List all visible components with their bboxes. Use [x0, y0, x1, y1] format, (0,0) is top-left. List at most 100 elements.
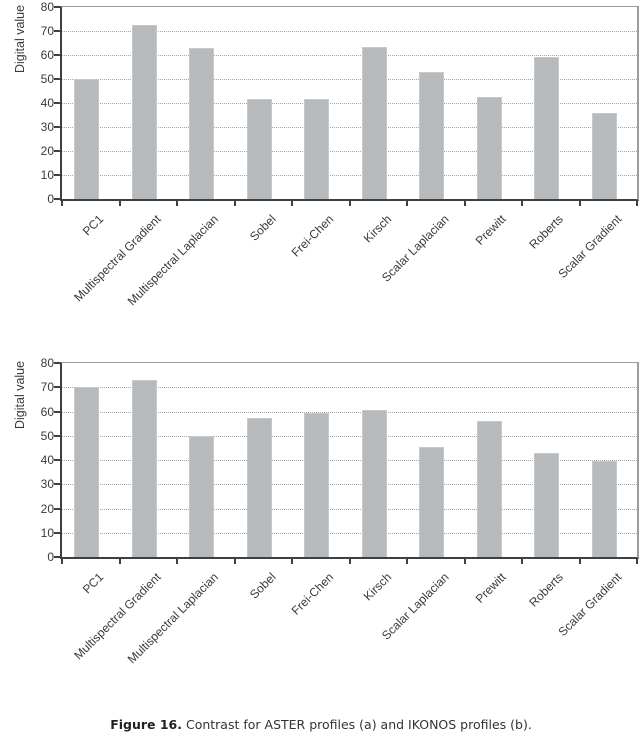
plot-area	[60, 362, 639, 559]
x-tick-label-pc1: PC1	[79, 570, 107, 597]
y-tick-label-70: 70	[40, 24, 54, 38]
gridline-50	[62, 435, 637, 437]
x-tick-mark	[176, 201, 178, 206]
bar-multispectral-laplacian	[189, 48, 214, 199]
gridline-30	[62, 484, 637, 486]
x-tick-mark	[463, 559, 466, 564]
y-tick-label-60: 60	[40, 404, 54, 419]
x-tick-mark	[291, 559, 293, 564]
bar-roberts	[534, 57, 559, 199]
bar-kirsch	[361, 410, 387, 557]
y-tick-label-60: 60	[40, 48, 54, 62]
y-tick-mark	[54, 102, 60, 104]
x-tick-mark	[463, 201, 466, 206]
y-tick-label-30: 30	[40, 477, 54, 492]
bar-prewitt	[476, 421, 502, 557]
y-tick-mark	[54, 6, 60, 8]
y-tick-label-20: 20	[40, 501, 54, 516]
x-tick-label-prewitt: Prewitt	[473, 570, 509, 606]
gridline-40	[62, 103, 637, 104]
x-tick-mark	[61, 201, 63, 206]
bar-kirsch	[361, 47, 387, 199]
gridline-60	[62, 411, 637, 413]
y-tick-label-10: 10	[40, 168, 54, 182]
y-tick-mark	[54, 174, 60, 176]
y-tick-label-80: 80	[40, 0, 54, 14]
y-tick-label-70: 70	[40, 380, 54, 395]
x-tick-mark	[291, 201, 293, 206]
y-tick-label-0: 0	[47, 192, 54, 206]
gridline-20	[62, 151, 637, 152]
y-tick-label-40: 40	[40, 96, 54, 110]
y-tick-mark	[54, 30, 60, 32]
gridline-70	[62, 31, 637, 32]
x-tick-mark	[176, 559, 178, 564]
bar-frei-chen	[304, 99, 329, 199]
bar-scalar-gradient	[591, 113, 617, 199]
gridline-40	[62, 460, 637, 461]
x-tick-mark	[406, 559, 408, 564]
y-tick-mark	[54, 54, 60, 56]
y-tick-mark	[54, 507, 60, 510]
y-tick-mark	[54, 362, 60, 364]
y-axis-title: Digital value	[13, 360, 27, 429]
y-tick-mark	[54, 459, 60, 461]
x-tick-mark	[578, 201, 581, 206]
x-tick-mark	[118, 559, 121, 564]
y-tick-mark	[54, 126, 60, 128]
bar-multispectral-gradient	[131, 25, 157, 199]
x-tick-mark	[636, 559, 638, 564]
caption-label: Figure 16.	[110, 717, 182, 732]
y-tick-label-0: 0	[47, 550, 54, 564]
x-tick-mark	[521, 201, 523, 206]
y-tick-label-40: 40	[40, 453, 54, 467]
bar-scalar-laplacian	[419, 447, 444, 557]
gridline-20	[62, 508, 637, 510]
bar-prewitt	[476, 97, 502, 199]
x-tick-mark	[233, 559, 236, 564]
y-tick-mark	[54, 410, 60, 413]
x-tick-mark	[348, 559, 351, 564]
y-tick-label-20: 20	[40, 144, 54, 158]
gridline-70	[62, 387, 637, 389]
y-tick-label-30: 30	[40, 120, 54, 134]
y-tick-label-50: 50	[40, 428, 54, 443]
x-tick-mark	[61, 559, 63, 564]
y-tick-mark	[54, 78, 60, 80]
bar-multispectral-gradient	[131, 380, 157, 557]
x-tick-label-sobel: Sobel	[247, 570, 279, 602]
gridline-60	[62, 55, 637, 56]
gridline-30	[62, 127, 637, 128]
gridline-10	[62, 532, 637, 534]
x-tick-mark	[521, 559, 523, 564]
y-tick-mark	[54, 150, 60, 152]
x-tick-mark	[118, 201, 121, 206]
y-tick-mark	[54, 483, 60, 486]
y-tick-mark	[54, 531, 60, 534]
x-tick-label-frei-chen: Frei-Chen	[288, 570, 337, 618]
x-tick-mark	[578, 559, 581, 564]
bar-pc1	[74, 387, 99, 557]
x-tick-mark	[636, 201, 638, 206]
bar-pc1	[74, 79, 99, 199]
figure-caption: Figure 16. Contrast for ASTER profiles (…	[0, 716, 642, 734]
bar-scalar-gradient	[591, 461, 617, 557]
x-tick-label-kirsch: Kirsch	[360, 570, 394, 604]
bar-scalar-laplacian	[419, 72, 444, 199]
y-tick-label-80: 80	[40, 356, 54, 370]
plot-area	[60, 6, 639, 201]
y-tick-label-10: 10	[40, 525, 54, 540]
gridline-50	[62, 79, 637, 80]
x-tick-mark	[406, 201, 408, 206]
caption-text: Contrast for ASTER profiles (a) and IKON…	[182, 717, 532, 732]
bar-multispectral-laplacian	[189, 436, 214, 557]
bar-sobel	[246, 418, 272, 557]
x-tick-label-roberts: Roberts	[526, 570, 567, 610]
y-tick-mark	[54, 434, 60, 437]
bar-roberts	[534, 453, 559, 557]
gridline-10	[62, 175, 637, 176]
bar-sobel	[246, 99, 272, 199]
